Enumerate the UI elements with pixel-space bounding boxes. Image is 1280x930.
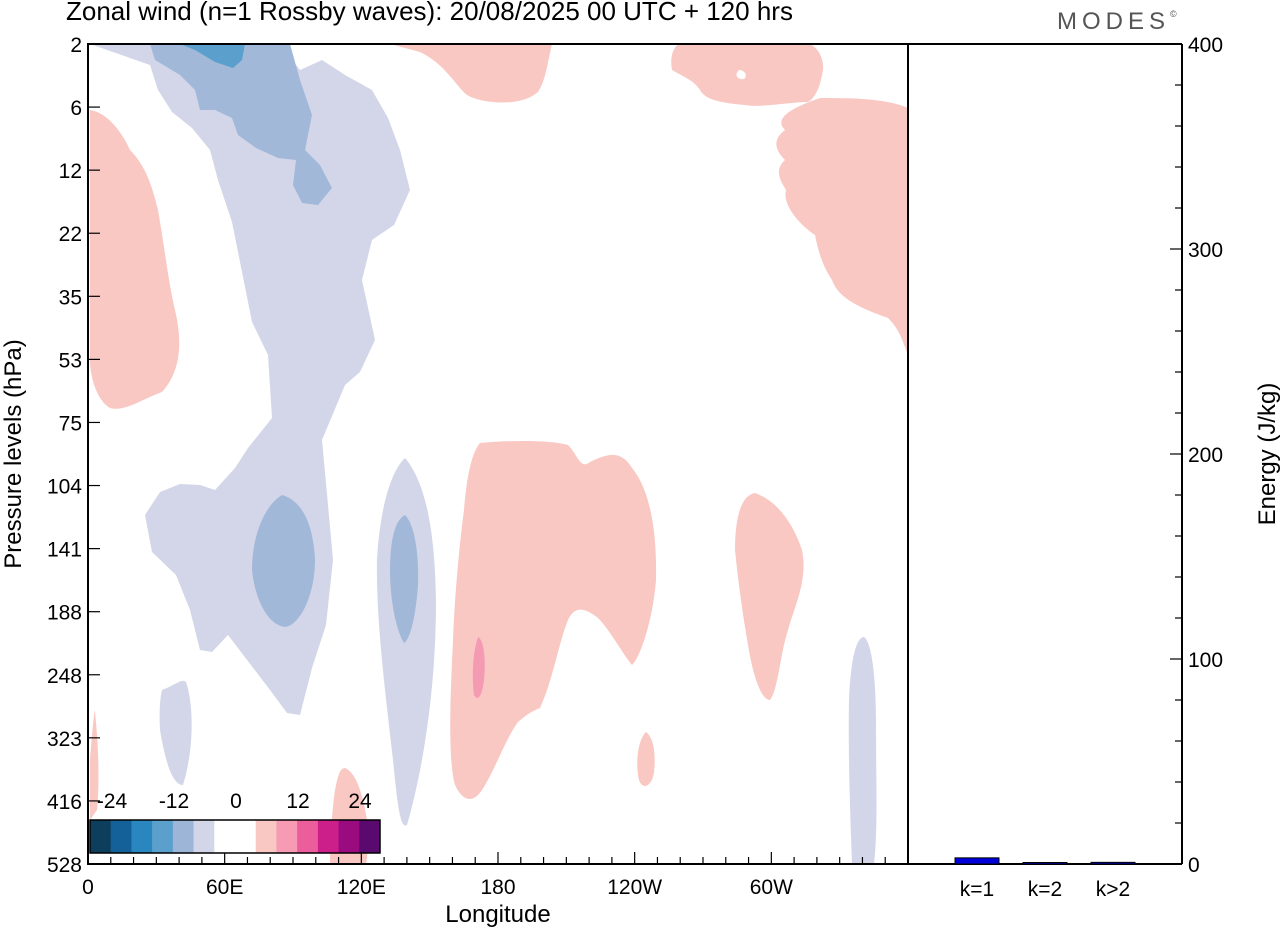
contour-neg-light-blob bbox=[159, 680, 192, 785]
energy-axis-title: Energy (J/kg) bbox=[1254, 383, 1280, 526]
energy-bar-1 bbox=[954, 857, 1000, 865]
colorbar-swatch bbox=[152, 820, 174, 853]
colorbar-swatch bbox=[235, 820, 257, 853]
colorbar-label: -12 bbox=[159, 790, 189, 813]
colorbar-swatch bbox=[172, 820, 194, 853]
colorbar-swatch bbox=[276, 820, 298, 853]
colorbar-swatch bbox=[90, 820, 112, 853]
colorbar: -24 -12 0 12 24 bbox=[89, 790, 381, 854]
y-tick-label: 75 bbox=[59, 412, 82, 435]
x-axis: 0 60E 120E 180 120W 60W bbox=[82, 852, 886, 899]
x-tick-label: 180 bbox=[480, 876, 515, 899]
colorbar-frame bbox=[89, 819, 381, 854]
energy-bars: k=1 k=2 k>2 bbox=[954, 857, 1136, 901]
y-tick-label: 528 bbox=[47, 854, 82, 877]
y-tick-label: 248 bbox=[47, 665, 82, 688]
y-tick-label: 323 bbox=[47, 728, 82, 751]
y-tick-label: 12 bbox=[59, 160, 82, 183]
contour-neg-light-main bbox=[90, 44, 410, 715]
colorbar-label: 24 bbox=[348, 790, 372, 813]
bar-category-label: k=2 bbox=[1028, 878, 1062, 901]
contour-neg-mid-blob bbox=[252, 495, 315, 627]
y-axis-title: Pressure levels (hPa) bbox=[0, 339, 27, 568]
y-tick-label: 22 bbox=[59, 223, 82, 246]
modes-logo: MODES© bbox=[1057, 8, 1177, 35]
y-tick-label: 6 bbox=[70, 97, 82, 120]
colorbar-swatch bbox=[338, 820, 360, 853]
y-axis: 2 6 12 22 35 53 75 104 141 188 248 323 416 528 bbox=[47, 34, 100, 877]
y-tick-label: 53 bbox=[59, 349, 82, 372]
colorbar-label: -24 bbox=[97, 790, 128, 813]
x-tick-label: 120E bbox=[337, 876, 386, 899]
colorbar-swatch bbox=[255, 820, 277, 853]
contour-pos-small bbox=[637, 732, 655, 787]
energy-bar-3 bbox=[1090, 861, 1136, 865]
contour-pos-mid-blob bbox=[472, 637, 485, 698]
contour-pos-top bbox=[390, 44, 552, 103]
y-tick-label: 35 bbox=[59, 286, 82, 309]
energy-tick-label: 0 bbox=[1188, 854, 1200, 877]
colorbar-label: 0 bbox=[230, 790, 242, 813]
energy-tick-label: 100 bbox=[1188, 649, 1223, 672]
colorbar-label: 12 bbox=[286, 790, 309, 813]
colorbar-swatch bbox=[110, 820, 132, 853]
x-tick-label: 60E bbox=[206, 876, 243, 899]
contour-neg-strong bbox=[180, 44, 245, 68]
contour-neg-light-column bbox=[376, 458, 436, 826]
bar-category-label: k=1 bbox=[960, 878, 994, 901]
y-tick-label: 141 bbox=[47, 539, 82, 562]
contour-field bbox=[90, 44, 908, 864]
colorbar-swatch bbox=[297, 820, 319, 853]
chart-title: Zonal wind (n=1 Rossby waves): 20/08/202… bbox=[66, 0, 793, 26]
contour-pos-center bbox=[450, 440, 657, 800]
colorbar-swatch bbox=[131, 820, 153, 853]
energy-axis: 0 100 200 300 400 bbox=[1170, 34, 1223, 877]
colorbar-swatch bbox=[359, 820, 381, 853]
y-tick-label: 416 bbox=[47, 791, 82, 814]
colorbar-swatch bbox=[214, 820, 236, 853]
contour-pos-east-blob bbox=[735, 493, 804, 700]
x-tick-label: 120W bbox=[607, 876, 662, 899]
contour-neg-light-east bbox=[848, 637, 877, 864]
contour-pos-right-hole bbox=[736, 70, 746, 80]
energy-tick-label: 400 bbox=[1188, 34, 1223, 57]
contour-neg-mid-upper bbox=[150, 44, 332, 205]
bar-category-label: k>2 bbox=[1096, 878, 1130, 901]
energy-bar-2 bbox=[1022, 862, 1068, 865]
contour-neg-mid-column bbox=[390, 515, 419, 643]
x-tick-label: 0 bbox=[82, 876, 94, 899]
colorbar-swatch bbox=[317, 820, 339, 853]
y-tick-label: 2 bbox=[70, 34, 82, 57]
contour-pos-right bbox=[671, 44, 824, 106]
colorbar-swatch bbox=[193, 820, 215, 853]
y-tick-label: 104 bbox=[47, 476, 82, 499]
contour-pos-left bbox=[90, 110, 180, 409]
energy-tick-label: 200 bbox=[1188, 444, 1223, 467]
y-tick-label: 188 bbox=[47, 602, 82, 625]
contour-pos-east bbox=[776, 98, 908, 355]
x-tick-label: 60W bbox=[750, 876, 793, 899]
x-axis-title: Longitude bbox=[445, 901, 550, 928]
energy-tick-label: 300 bbox=[1188, 239, 1223, 262]
